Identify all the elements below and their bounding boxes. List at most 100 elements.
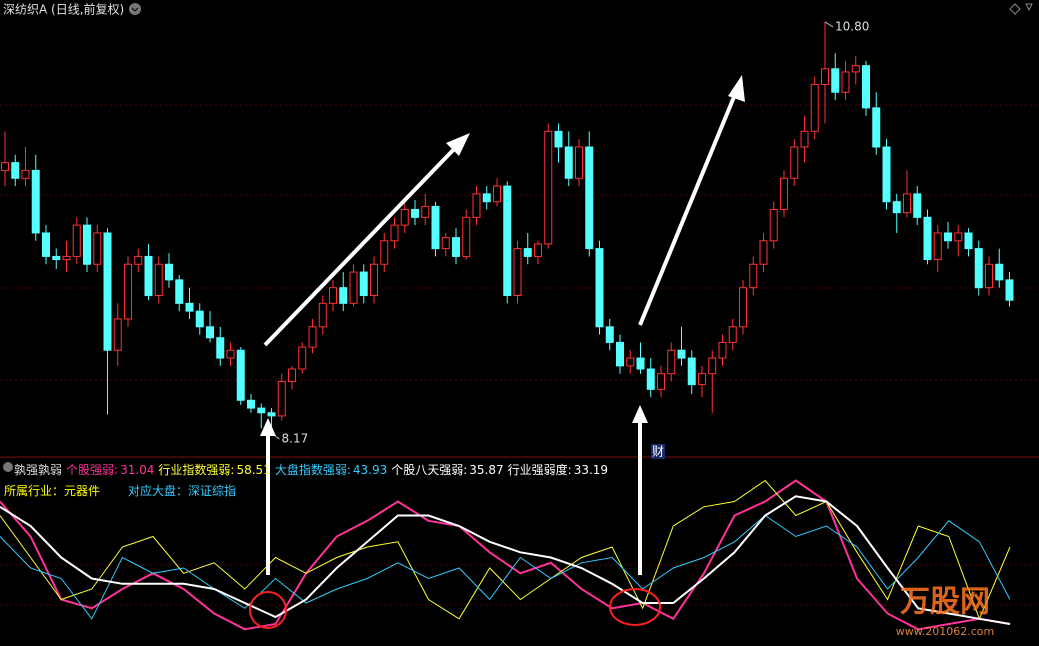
candle-body (390, 224, 399, 242)
legend-value: 43.93 (352, 463, 388, 477)
candle-body (831, 68, 840, 93)
candle-body (52, 255, 61, 261)
candle-body (575, 146, 583, 179)
candle-body (349, 271, 358, 304)
candle-body (841, 71, 850, 93)
candle-body (83, 224, 91, 265)
candle-body (769, 209, 778, 242)
candle-body (411, 209, 419, 218)
candle-body (554, 130, 563, 148)
menu-icon[interactable] (129, 3, 141, 15)
candle-body (421, 205, 430, 218)
candle-body (687, 357, 696, 386)
candle-body (339, 287, 348, 304)
legend-name: 大盘指数强弱: (274, 463, 351, 477)
plots: 10.80 8.17 (0, 19, 1014, 631)
candle-body (370, 263, 378, 297)
candle-body (165, 263, 173, 281)
candle-body (1005, 279, 1014, 301)
candle-body (667, 349, 676, 375)
legend-value: 31.04 (120, 463, 155, 477)
candle-body (739, 287, 747, 328)
candle-body (62, 255, 71, 261)
candle-body (134, 255, 143, 265)
candle-body (872, 107, 881, 148)
candle-body (154, 263, 163, 297)
candle-body (821, 68, 829, 85)
candle-body (113, 318, 122, 351)
menu-icon[interactable] (3, 462, 13, 472)
candle-body (974, 248, 983, 289)
legend-name: 个股八天强弱: (391, 463, 468, 477)
indicator-line (0, 479, 1011, 631)
candle-body (944, 232, 952, 242)
chart-title: 深纺织A (日线,前复权) (3, 2, 124, 17)
candle-body (195, 310, 204, 328)
candle-body (903, 193, 911, 214)
window-icons[interactable] (1009, 3, 1033, 15)
indicator-line (0, 514, 1011, 620)
candle-body (913, 193, 922, 218)
indicator-line (0, 479, 1011, 621)
candle-body (790, 146, 799, 179)
legend-name: 个股强弱: (66, 463, 119, 477)
candle-body (298, 346, 307, 370)
candle-body (257, 407, 266, 414)
candle-body (892, 201, 901, 214)
candle-body (185, 302, 194, 312)
candle-body (544, 130, 553, 245)
annotation-arrows (260, 75, 745, 575)
candle-body (493, 185, 501, 203)
candle-body (677, 349, 686, 359)
candle-body (42, 232, 50, 257)
legend-name: 行业指数强弱: (158, 463, 235, 477)
indicator-header: 孰强孰弱 个股强弱: 31.04 行业指数强弱: 58.51 大盘指数强弱: 43.93 个股… (4, 461, 612, 478)
candle-body (646, 368, 655, 390)
candle-body (431, 205, 440, 250)
candle-body (400, 209, 409, 226)
candle-body (206, 326, 214, 339)
readout-value: 33.19 (573, 463, 609, 477)
watermark-title: 万股网 (900, 585, 990, 620)
candle-body (728, 326, 737, 343)
badge-box[interactable] (651, 444, 665, 459)
candle-body (267, 412, 276, 417)
candle-body (718, 341, 727, 359)
info-text: 所属行业：元器件 (4, 484, 101, 498)
candle-body (482, 193, 491, 203)
candle-body (318, 302, 327, 328)
candle-body (636, 357, 645, 370)
candle-body (954, 232, 963, 242)
legend-value: 35.87 (469, 463, 504, 477)
watermark-url: www.201062.com (896, 625, 994, 638)
candle-body (564, 146, 573, 179)
candle-body (380, 240, 389, 265)
candle-body (31, 169, 40, 234)
candle-body (595, 248, 604, 328)
candle-body (503, 185, 512, 297)
candle-body (247, 399, 255, 409)
candle-body (329, 287, 337, 304)
highlight-circle (249, 591, 287, 629)
candle-body (800, 130, 809, 148)
candle-body (523, 248, 532, 257)
badge[interactable]: 财 (652, 445, 664, 459)
candle-body (657, 373, 665, 390)
candle-body (882, 146, 891, 203)
indicator-title: 孰强孰弱 (14, 463, 63, 477)
candle-body (851, 65, 860, 73)
candle-body (21, 169, 30, 179)
candle-body (277, 381, 286, 417)
candle-body (103, 232, 112, 351)
annotation-label: 10.80 (835, 19, 869, 33)
candle-body (175, 279, 184, 304)
candle-body (605, 326, 614, 343)
readout-name: 行业强弱度: (507, 463, 572, 477)
candle-body (749, 263, 758, 289)
candle-body (862, 65, 870, 109)
candle-body (226, 349, 235, 359)
indicator-info: 所属行业：元器件 对应大盘：深证综指 (4, 482, 264, 499)
candle-body (708, 357, 717, 375)
